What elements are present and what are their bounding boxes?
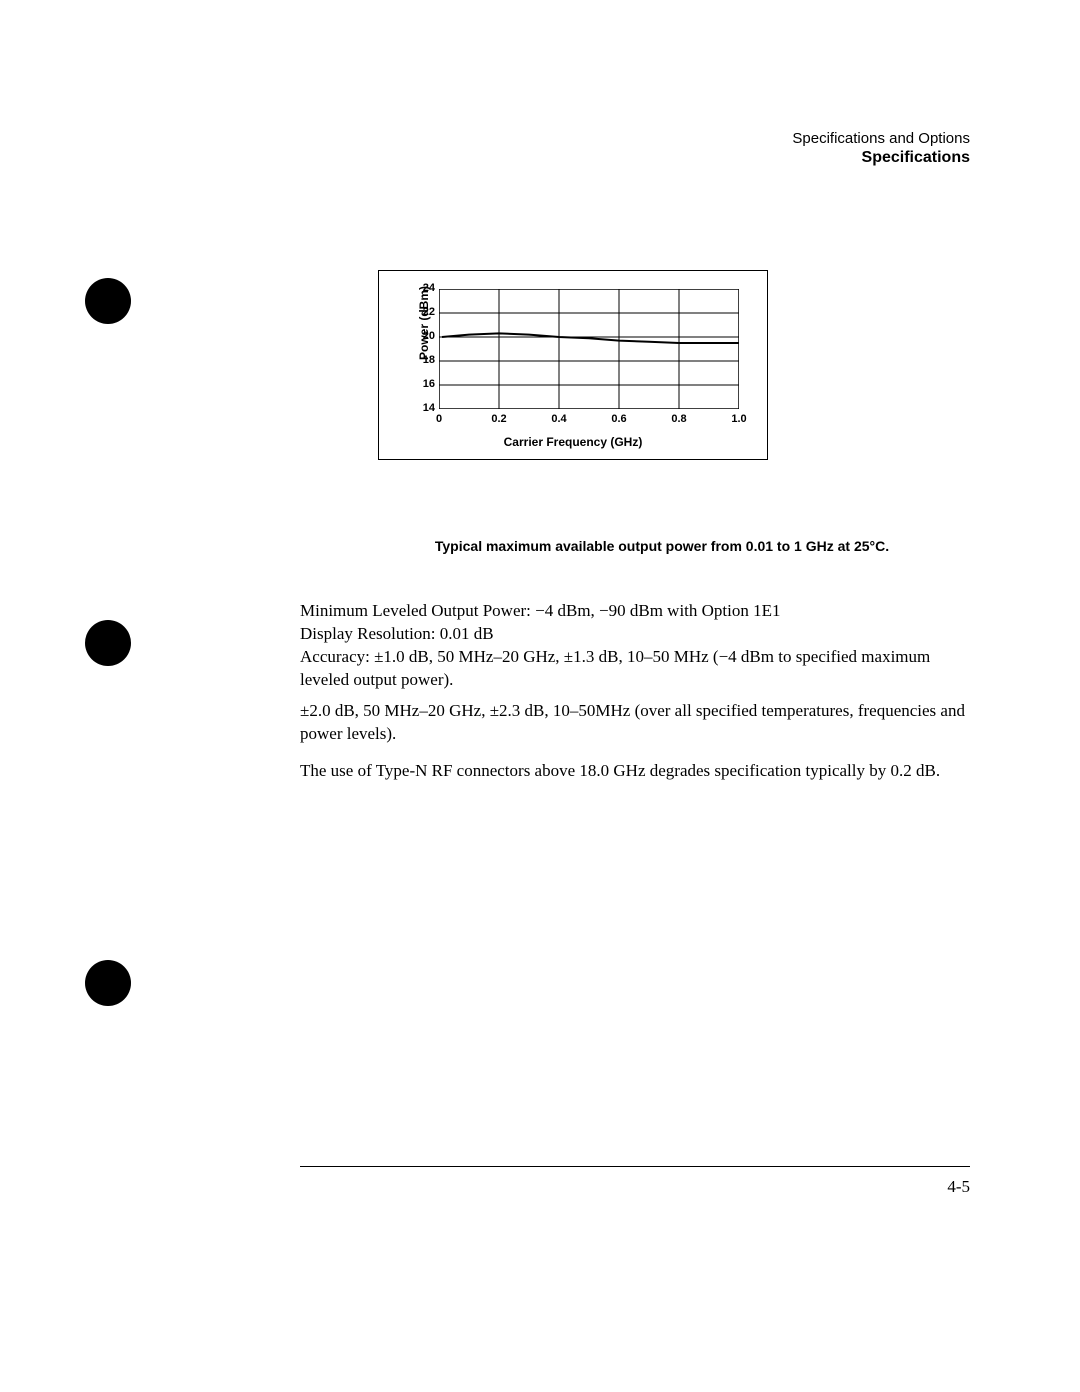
x-tick-label: 0.8 — [671, 413, 686, 425]
y-tick-label: 24 — [417, 282, 435, 294]
punch-hole-icon — [85, 960, 131, 1006]
y-tick-label: 20 — [417, 330, 435, 342]
x-tick-label: 1.0 — [731, 413, 746, 425]
chart-svg — [439, 289, 739, 409]
power-chart: Power (dBm) 14 16 18 20 22 24 0 0.2 0.4 0.6 0.8 1.… — [378, 270, 768, 460]
x-tick-label: 0.6 — [611, 413, 626, 425]
chart-plot-area — [439, 289, 739, 409]
y-tick-label: 22 — [417, 306, 435, 318]
header-title: Specifications — [792, 149, 970, 167]
x-axis-label: Carrier Frequency (GHz) — [379, 435, 767, 449]
y-tick-label: 16 — [417, 378, 435, 390]
paragraph-2: ±2.0 dB, 50 MHz–20 GHz, ±2.3 dB, 10–50MH… — [300, 700, 970, 746]
punch-hole-icon — [85, 278, 131, 324]
paragraph-1: Minimum Leveled Output Power: −4 dBm, −9… — [300, 600, 970, 692]
x-tick-label: 0 — [436, 413, 442, 425]
page-header: Specifications and Options Specification… — [792, 130, 970, 167]
y-tick-label: 14 — [417, 402, 435, 414]
punch-hole-icon — [85, 620, 131, 666]
x-tick-label: 0.4 — [551, 413, 566, 425]
y-axis-label: Power (dBm) — [417, 286, 431, 360]
chart-caption: Typical maximum available output power f… — [362, 538, 962, 554]
y-tick-label: 18 — [417, 354, 435, 366]
page-number: 4-5 — [947, 1177, 970, 1197]
x-tick-label: 0.2 — [491, 413, 506, 425]
footer-rule — [300, 1166, 970, 1167]
paragraph-3: The use of Type-N RF connectors above 18… — [300, 760, 970, 783]
header-section: Specifications and Options — [792, 130, 970, 147]
